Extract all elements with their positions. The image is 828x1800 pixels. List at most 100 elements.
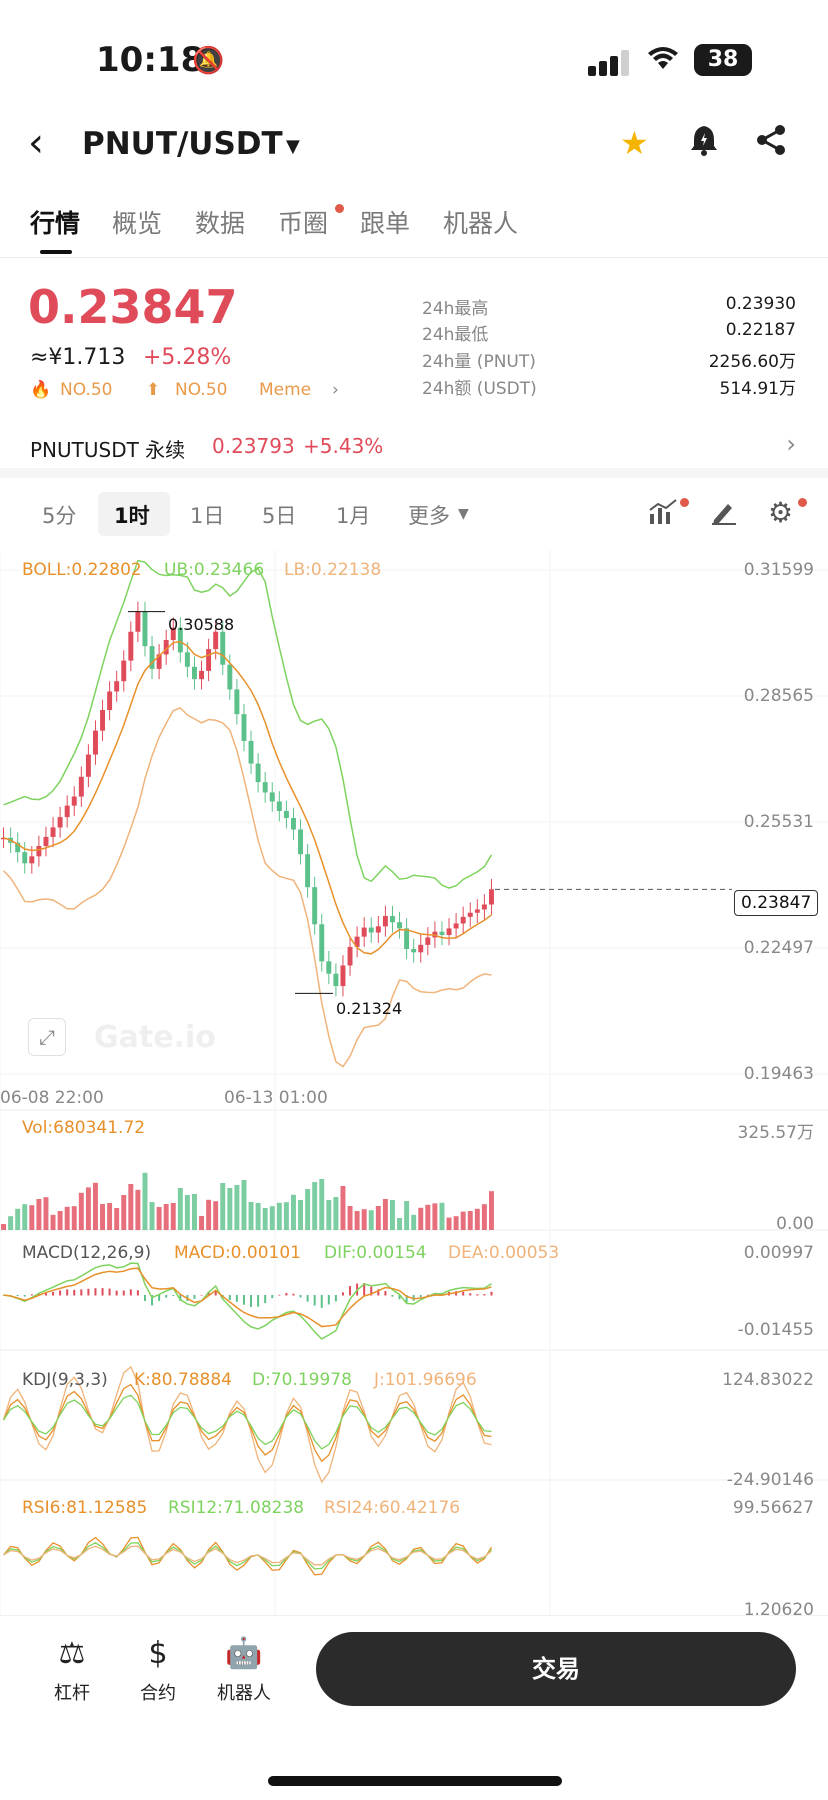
contract-icon: $ (148, 1636, 168, 1671)
volume-bar (71, 1206, 77, 1230)
rsi24-value: RSI24:60.42176 (324, 1498, 461, 1518)
volume-bar (283, 1202, 289, 1230)
timeframe-5m[interactable]: 5分 (42, 504, 77, 528)
pair-dropdown-caret-icon[interactable]: ▼ (286, 136, 300, 157)
fullscreen-expand-icon[interactable]: ⤢ (28, 1018, 66, 1056)
category-tag[interactable]: Meme (259, 380, 312, 400)
tab-robot[interactable]: 机器人 (443, 209, 519, 238)
tab-copy-trade[interactable]: 跟单 (360, 209, 411, 238)
timeframe-1d[interactable]: 1日 (190, 504, 225, 528)
dif-value: DIF:0.00154 (324, 1243, 427, 1263)
perpetual-row[interactable]: PNUTUSDT 永续 0.23793 +5.43% › (0, 428, 828, 478)
robot-label: 机器人 (217, 1683, 271, 1704)
volume-bar (404, 1201, 410, 1230)
dea-line (3, 1267, 492, 1328)
candle-body (64, 805, 70, 818)
active-tab-indicator (40, 250, 72, 254)
kdj-j: J:101.96696 (374, 1370, 477, 1390)
robot-icon: 🤖 (225, 1636, 263, 1671)
volume-bar (64, 1206, 70, 1230)
tab-community[interactable]: 币圈 (278, 209, 329, 238)
app-header: ‹ PNUT/USDT ▼ ★ (0, 110, 828, 180)
timeframe-more[interactable]: 更多 (408, 504, 450, 528)
macd-histogram-bar (59, 1290, 62, 1296)
rise-arrow-icon: ⬆ (146, 380, 161, 400)
share-icon[interactable] (756, 124, 786, 164)
timeframe-5d[interactable]: 5日 (262, 504, 297, 528)
tab-overview[interactable]: 概览 (112, 209, 163, 238)
candle-body (361, 927, 367, 937)
volume-bar (170, 1203, 176, 1230)
price-tick-5: 0.19463 (743, 1064, 814, 1084)
current-price-tag: 0.23847 (734, 890, 819, 916)
candle-body (50, 827, 56, 837)
volume-bar (368, 1210, 374, 1230)
kline-chart-svg[interactable] (0, 550, 828, 1620)
tab-market[interactable]: 行情 (30, 209, 81, 238)
volume-bar (467, 1211, 473, 1230)
volume-bar (382, 1199, 388, 1230)
draw-pen-icon[interactable] (710, 498, 738, 530)
price-alert-bell-icon[interactable] (690, 124, 718, 164)
favorite-star-icon[interactable]: ★ (620, 124, 649, 162)
macd-histogram-bar (292, 1293, 295, 1296)
contract-label: 合约 (140, 1683, 176, 1704)
volume-bar (50, 1214, 56, 1230)
trading-pair-title[interactable]: PNUT/USDT (82, 126, 283, 162)
volume-bar (488, 1191, 494, 1230)
contract-button[interactable]: $ 合约 (118, 1636, 198, 1705)
volume-bar (425, 1204, 431, 1230)
volume-bar (227, 1188, 233, 1230)
candle-body (425, 937, 431, 945)
macd-histogram-bar (52, 1291, 55, 1296)
tab-data[interactable]: 数据 (195, 209, 246, 238)
kline-chart-area[interactable]: BOLL:0.22802 UB:0.23466 LB:0.22138 0.315… (0, 550, 828, 1620)
candle-body (418, 944, 424, 953)
boll-label: BOLL:0.22802 (22, 560, 142, 580)
macd-histogram-bar (30, 1294, 33, 1296)
indicator-chart-icon[interactable] (648, 498, 678, 530)
volume-bars (1, 1172, 494, 1230)
gain-rank[interactable]: NO.50 (175, 380, 228, 400)
macd-histogram-bar (136, 1290, 139, 1296)
vol-tick-min: 0.00 (776, 1214, 814, 1234)
vol-tick-max: 325.57万 (737, 1123, 814, 1143)
volume-bar (460, 1211, 466, 1230)
macd-histogram-bar (391, 1295, 394, 1297)
robot-button[interactable]: 🤖 机器人 (204, 1636, 284, 1705)
macd-histogram-bar (490, 1291, 493, 1296)
timeframe-1h[interactable]: 1时 (114, 504, 150, 528)
settings-gear-icon[interactable]: ⚙ (768, 496, 794, 529)
chevron-right-icon[interactable]: › (332, 380, 339, 400)
candle-body (92, 730, 98, 755)
more-caret-icon[interactable]: ▼ (458, 506, 469, 522)
macd-histogram-bar (278, 1294, 281, 1296)
volume-bar (128, 1184, 134, 1230)
candle-body (474, 909, 480, 913)
back-arrow-icon[interactable]: ‹ (28, 120, 44, 166)
macd-histogram-bar (264, 1295, 267, 1304)
low-marker: 0.21324 (336, 999, 403, 1018)
leverage-button[interactable]: ⚖ 杠杆 (32, 1636, 112, 1705)
hot-rank[interactable]: NO.50 (60, 380, 113, 400)
macd-histogram-bar (349, 1286, 352, 1296)
macd-panel (2, 1262, 493, 1340)
timeframe-1mo[interactable]: 1月 (336, 504, 371, 528)
candle-body (149, 646, 155, 669)
volume-bar (340, 1186, 346, 1230)
candle-body (248, 740, 254, 764)
volume-bar (36, 1199, 42, 1230)
volume-bar (298, 1200, 304, 1230)
candle-body (389, 916, 395, 923)
candle-body (29, 856, 35, 864)
time-tick-1: 06-08 22:00 (0, 1088, 104, 1108)
volume-bar (333, 1197, 339, 1230)
candle-body (382, 916, 388, 927)
candle-body (184, 652, 190, 667)
volume-bar (15, 1208, 21, 1230)
macd-histogram-bar (108, 1288, 111, 1296)
trade-button[interactable]: 交易 (316, 1632, 796, 1706)
volume-bar (191, 1194, 197, 1230)
macd-histogram-bar (179, 1295, 182, 1301)
candle-body (128, 631, 134, 661)
